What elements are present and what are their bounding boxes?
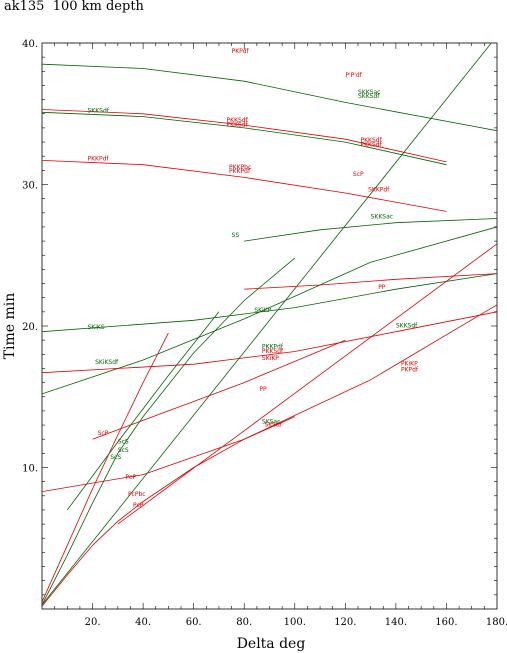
phase-label: SKKSdf <box>358 93 380 100</box>
phase-label: PcP <box>125 474 136 481</box>
travel-time-curve <box>42 43 492 606</box>
phase-label: SKiKP <box>254 307 271 314</box>
phase-label: SKSdf <box>264 421 282 428</box>
phase-label: PKKSdf <box>361 137 383 144</box>
phase-label: PP <box>378 284 386 291</box>
x-tick-label: 180. <box>486 617 507 628</box>
phase-label: PKKSdf <box>262 348 284 355</box>
phase-label: SKiKS <box>88 324 105 331</box>
travel-time-curve <box>244 273 497 290</box>
phase-label: PKiKP <box>401 361 418 368</box>
travel-time-curve <box>42 311 497 374</box>
x-tick-label: 40. <box>135 617 151 628</box>
travel-time-curve <box>42 304 497 492</box>
travel-time-curve <box>42 257 296 605</box>
phase-label: ScS <box>118 438 129 445</box>
y-tick-label: 10. <box>22 464 38 475</box>
travel-time-curve <box>42 332 169 603</box>
x-tick-label: 140. <box>385 617 407 628</box>
phase-label: SKKSac <box>358 89 380 96</box>
phase-label: SKSac <box>262 419 281 426</box>
annotation-layer: PKPdfP'P'dfSKKSacSKKSdfSKKSdfPKKSdfPKKSd… <box>88 48 419 509</box>
y-axis-label: Time min <box>2 293 18 360</box>
phase-label: PP <box>259 386 267 393</box>
travel-time-curve <box>42 416 295 607</box>
phase-label: PcPbc <box>128 491 146 498</box>
y-tick-label: 40. <box>22 39 38 50</box>
phase-label: SKiKP <box>262 355 279 362</box>
phase-label: PKKPdf <box>229 168 251 175</box>
phase-label: ScP <box>353 171 364 178</box>
phase-label: PKPdf <box>232 48 250 55</box>
y-tick-label: 30. <box>22 181 38 192</box>
phase-label: SKKSdf <box>88 107 110 114</box>
series-layer <box>42 43 497 607</box>
travel-time-curve <box>244 218 497 242</box>
phase-label: PKKPdf <box>88 155 110 162</box>
phase-label: PKKSdf <box>227 121 249 128</box>
phase-label: ScP <box>98 430 109 437</box>
chart-title: ak135 100 km depth <box>4 0 144 14</box>
x-tick-label: 80. <box>236 617 252 628</box>
phase-label: SKKPdf <box>368 187 390 194</box>
travel-time-curve <box>42 111 447 166</box>
phase-label: SKiKSdf <box>95 359 119 366</box>
phase-label: PcP <box>133 502 144 509</box>
x-axis-label: Delta deg <box>237 636 306 652</box>
travel-time-curve <box>42 63 497 132</box>
travel-time-curve <box>42 109 447 163</box>
travel-time-curve <box>42 273 497 333</box>
tick-layer: 20. 40. 60. 80. 100. 120. 140. 160. 180. 10. 20. 30… <box>22 39 507 628</box>
travel-time-curve <box>42 226 497 395</box>
y-tick-label: 20. <box>22 322 38 333</box>
plot-frame <box>41 42 498 610</box>
phase-label: PKPdf <box>401 366 419 373</box>
phase-label: PKKSdf <box>227 117 249 124</box>
x-tick-label: 100. <box>284 617 306 628</box>
x-tick-label: 20. <box>85 617 101 628</box>
phase-label: ScS <box>110 454 121 461</box>
phase-label: PKKPdf <box>262 344 284 351</box>
travel-time-curve <box>117 243 497 525</box>
travel-time-curve <box>42 160 447 212</box>
phase-label: SKKSac <box>371 213 393 220</box>
phase-label: ScS <box>118 447 129 454</box>
x-tick-label: 120. <box>334 617 356 628</box>
phase-label: P'P'df <box>345 72 362 79</box>
travel-time-curve <box>66 311 220 511</box>
phase-label: PKKSdf <box>361 141 383 148</box>
x-tick-label: 160. <box>435 617 457 628</box>
travel-time-curve <box>92 339 346 440</box>
phase-label: SKKSdf <box>396 322 418 329</box>
x-tick-label: 60. <box>186 617 202 628</box>
phase-label: PKKPbc <box>229 164 251 171</box>
phase-label: SS <box>232 232 240 239</box>
